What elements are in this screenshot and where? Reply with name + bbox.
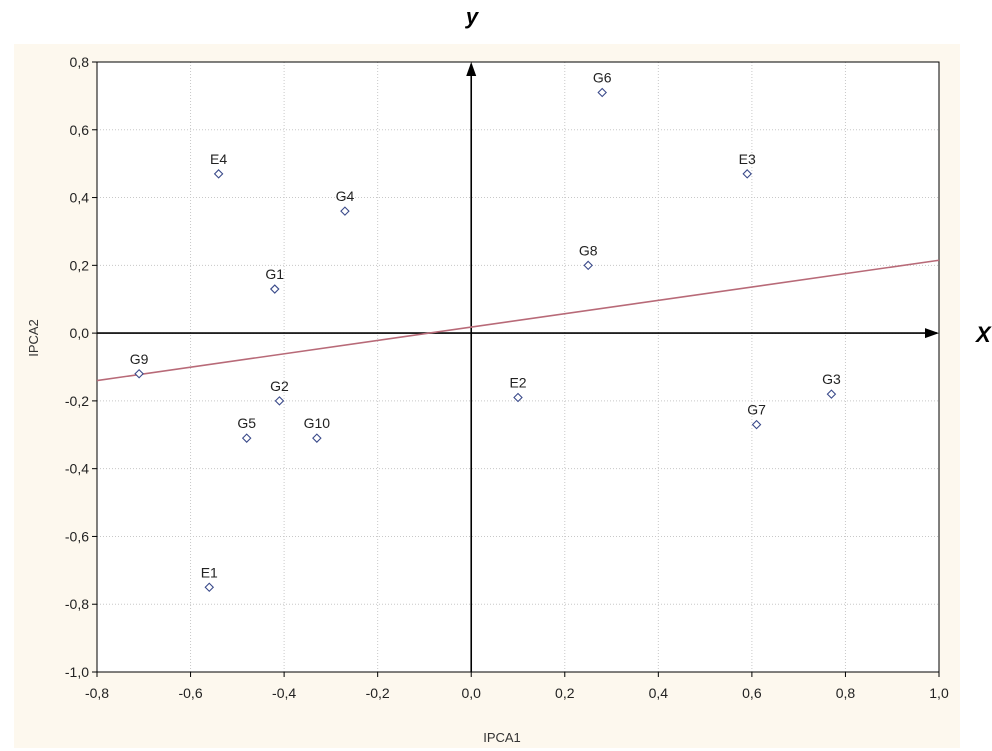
- center-axes: [97, 62, 939, 672]
- point-marker: [597, 87, 607, 98]
- point-marker: [826, 389, 837, 399]
- data-point-g5: G5: [237, 415, 256, 443]
- point-label: E1: [201, 564, 218, 580]
- point-label: G10: [304, 415, 331, 431]
- data-points: G6 E4 E3 G4 G8 G1 G9 E2 G3 G2 G7 G5 G10 E1: [130, 70, 841, 593]
- data-point-e4: E4: [210, 151, 227, 179]
- y-tick-label: -0,4: [65, 461, 89, 477]
- y-tick-labels: -1,0 -0,8 -0,6 -0,4 -0,2 0,0 0,2 0,4 0,6 0,8: [65, 54, 97, 680]
- data-point-g2: G2: [270, 378, 289, 406]
- x-tick-label: -0,2: [366, 685, 390, 701]
- horizontal-axis-arrow: [925, 328, 939, 339]
- point-marker: [213, 169, 224, 179]
- data-point-g10: G10: [304, 415, 331, 443]
- y-axis-letter: y: [465, 4, 480, 29]
- point-marker: [269, 284, 280, 294]
- data-point-g4: G4: [336, 188, 355, 216]
- plot-border: [96, 61, 940, 673]
- data-point-e1: E1: [201, 564, 218, 593]
- point-label: E2: [509, 375, 526, 391]
- x-tick-label: -0,8: [85, 685, 109, 701]
- data-point-g6: G6: [593, 70, 612, 98]
- x-axis-title: IPCA1: [483, 730, 521, 745]
- x-tick-label: 0,8: [836, 685, 856, 701]
- plot-border-outline: [96, 61, 940, 673]
- data-point-g7: G7: [747, 402, 766, 430]
- y-axis-title: IPCA2: [26, 319, 41, 357]
- point-marker: [583, 260, 593, 271]
- point-label: E3: [739, 151, 756, 167]
- point-label: G9: [130, 351, 149, 367]
- x-tick-label: -0,6: [178, 685, 202, 701]
- regression-line: [96, 259, 940, 382]
- data-point-e3: E3: [739, 151, 756, 179]
- point-label: G2: [270, 378, 289, 394]
- y-tick-label: 0,6: [70, 122, 90, 138]
- x-tick-labels: -0,8 -0,6 -0,4 -0,2 0,0 0,2 0,4 0,6 0,8 1,0: [85, 672, 949, 701]
- y-tick-label: 0,8: [70, 54, 90, 70]
- data-point-g9: G9: [130, 351, 149, 379]
- point-marker: [312, 433, 322, 443]
- vertical-axis-arrow: [466, 62, 477, 76]
- point-label: G3: [822, 371, 841, 387]
- data-point-g1: G1: [265, 266, 284, 294]
- point-label: G4: [336, 188, 355, 204]
- x-tick-label: 0,4: [649, 685, 669, 701]
- point-label: E4: [210, 151, 227, 167]
- point-label: G8: [579, 242, 598, 258]
- y-tick-label: 0,4: [70, 190, 90, 206]
- point-label: G6: [593, 70, 612, 86]
- point-marker: [204, 582, 215, 593]
- x-tick-label: 0,6: [742, 685, 762, 701]
- point-marker: [241, 433, 252, 443]
- data-point-e2: E2: [509, 375, 527, 403]
- point-label: G1: [265, 266, 284, 282]
- point-marker: [274, 396, 285, 406]
- data-point-g8: G8: [579, 242, 598, 271]
- x-tick-label: 0,2: [555, 685, 575, 701]
- point-label: G5: [237, 415, 256, 431]
- x-tick-label: 1,0: [929, 685, 949, 701]
- point-marker: [513, 392, 523, 403]
- x-tick-label: -0,4: [272, 685, 296, 701]
- x-axis-letter: X: [974, 322, 992, 347]
- y-tick-label: -0,8: [65, 596, 89, 612]
- y-tick-label: 0,0: [70, 325, 90, 341]
- y-tick-label: -0,2: [65, 393, 89, 409]
- y-tick-label: 0,2: [70, 257, 90, 273]
- y-tick-label: -0,6: [65, 528, 89, 544]
- point-marker: [340, 206, 350, 216]
- point-label: G7: [747, 402, 766, 418]
- point-marker: [751, 419, 762, 430]
- x-tick-label: 0,0: [461, 685, 481, 701]
- y-tick-label: -1,0: [65, 664, 89, 680]
- data-point-g3: G3: [822, 371, 841, 399]
- point-marker: [742, 169, 752, 179]
- point-marker: [134, 368, 144, 379]
